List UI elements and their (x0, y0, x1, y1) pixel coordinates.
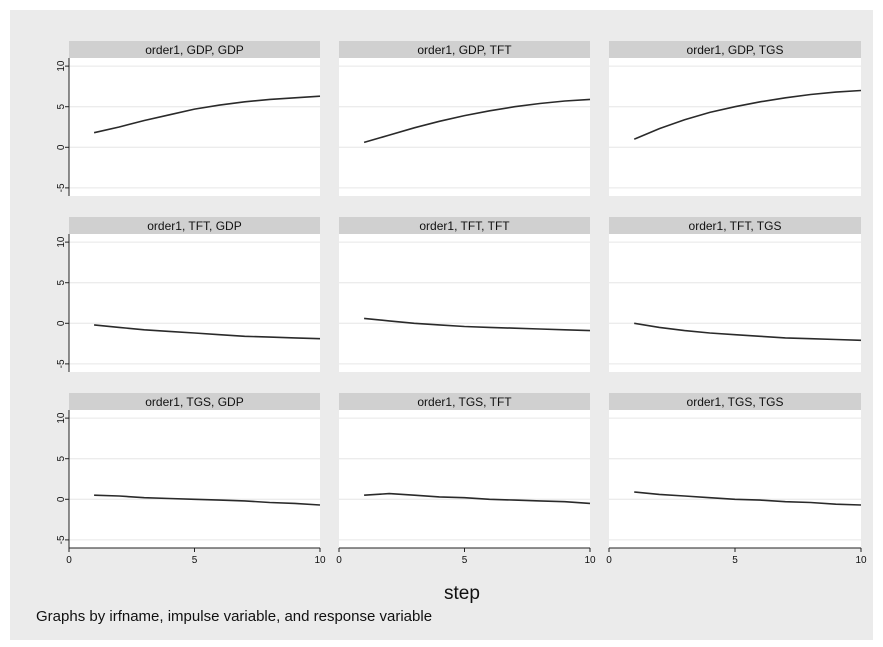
irf-line (364, 492, 591, 505)
y-tick-label: 10 (56, 236, 67, 248)
panel-title: order1, GDP, GDP (145, 43, 243, 57)
y-tick-label: -5 (56, 359, 67, 368)
irf-line (364, 317, 591, 332)
panel-title: order1, TFT, TGS (689, 219, 782, 233)
x-tick-label: 0 (336, 555, 342, 566)
y-tick-label: 0 (56, 144, 67, 150)
panel-title-strip (69, 217, 320, 234)
irf-line (363, 98, 591, 144)
y-tick-label: 5 (56, 279, 67, 285)
graph-note: Graphs by irfname, impulse variable, and… (36, 608, 432, 625)
y-tick-label: 0 (56, 496, 67, 502)
panel-grid: order1, GDP, GDP -5 0 5 10 order1, GDP, TFT or… (56, 41, 862, 548)
panel-title-strip (339, 41, 590, 58)
plot-area (339, 410, 590, 548)
panel-title-strip (609, 217, 861, 234)
panel: order1, GDP, TFT (339, 41, 591, 196)
plot-area (339, 58, 590, 196)
irf-line (634, 322, 862, 342)
irf-line (94, 494, 321, 506)
panel: order1, TGS, TGS (609, 393, 862, 548)
panel-title-strip (69, 41, 320, 58)
plot-area (339, 234, 590, 372)
plot-area (609, 410, 861, 548)
panel: order1, GDP, TGS (609, 41, 862, 196)
irf-line (94, 324, 321, 340)
x-tick-label: 0 (606, 555, 612, 566)
x-tick-label: 5 (462, 555, 468, 566)
panel: order1, TFT, TGS (609, 217, 862, 372)
plot-area (69, 58, 320, 196)
y-tick-label: 5 (56, 455, 67, 461)
panel-title-strip (339, 217, 590, 234)
panel-title: order1, TGS, GDP (145, 395, 243, 409)
plot-area (609, 234, 861, 372)
panel-title-strip (69, 393, 320, 410)
y-tick-label: 0 (56, 320, 67, 326)
panel: order1, TGS, GDP -5 0 5 10 (56, 393, 321, 548)
x-tick-label: 5 (732, 555, 738, 566)
panel-title: order1, GDP, TGS (687, 43, 784, 57)
panel: order1, TFT, TFT (339, 217, 591, 372)
plot-area (609, 58, 861, 196)
irf-line (634, 491, 862, 506)
panel-title-strip (339, 393, 590, 410)
y-tick-label: -5 (56, 183, 67, 192)
x-tick-label: 10 (584, 555, 596, 566)
panel: order1, GDP, GDP -5 0 5 10 (56, 41, 321, 196)
x-tick-label: 5 (192, 555, 198, 566)
panel: order1, TGS, TFT (339, 393, 591, 548)
x-axis-ticks: 0 5 10 0 5 10 0 5 10 (66, 547, 867, 566)
panel-title: order1, TFT, GDP (147, 219, 241, 233)
x-tick-label: 0 (66, 555, 72, 566)
panel-title: order1, TFT, TFT (419, 219, 510, 233)
x-tick-label: 10 (855, 555, 867, 566)
irf-line (633, 89, 862, 140)
y-tick-label: 5 (56, 103, 67, 109)
y-tick-label: -5 (56, 535, 67, 544)
x-axis-title: step (444, 583, 480, 604)
plot-area (69, 234, 320, 372)
plot-area (69, 410, 320, 548)
y-tick-label: 10 (56, 412, 67, 424)
panel-title: order1, TGS, TFT (417, 395, 512, 409)
panel-title-strip (609, 393, 861, 410)
x-tick-label: 10 (314, 555, 326, 566)
panel-title: order1, GDP, TFT (417, 43, 512, 57)
panel-title: order1, TGS, TGS (687, 395, 784, 409)
y-tick-label: 10 (56, 60, 67, 72)
irf-line (93, 95, 321, 134)
panel-title-strip (609, 41, 861, 58)
panel: order1, TFT, GDP -5 0 5 10 (56, 217, 321, 372)
